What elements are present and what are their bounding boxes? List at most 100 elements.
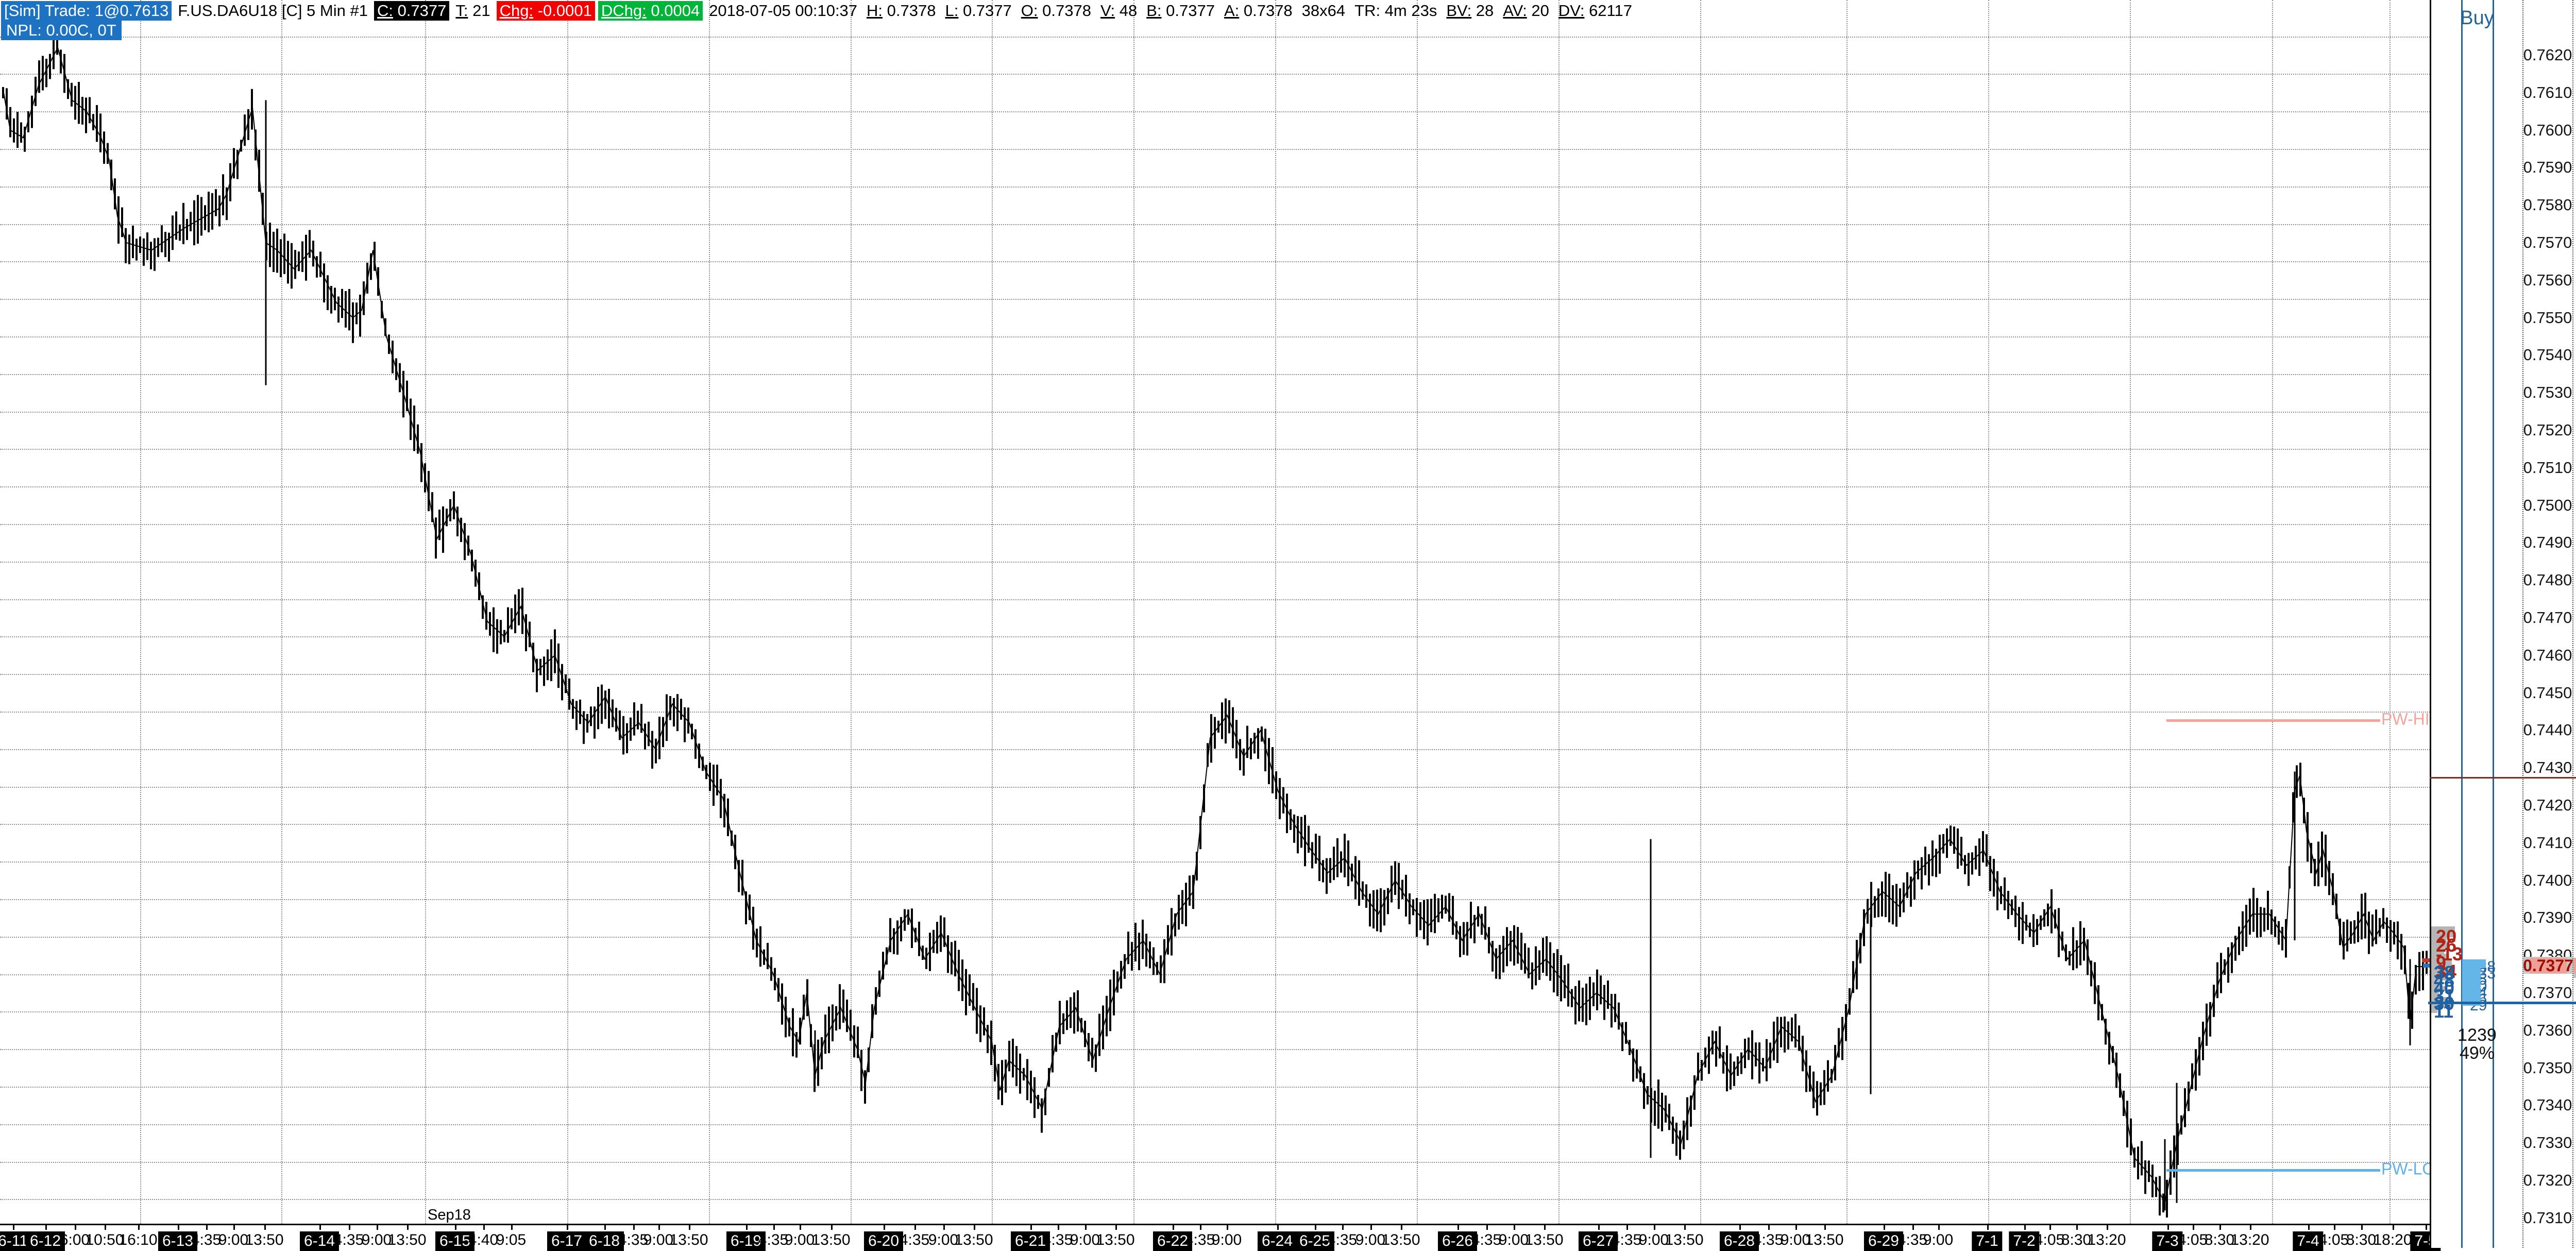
time-axis-label: 13:50 (669, 1231, 708, 1248)
volume-profile-bar (2431, 942, 2450, 948)
axis-tick (974, 1224, 975, 1230)
volume-profile-bar (2431, 1002, 2452, 1008)
time-axis-label: 13:20 (2087, 1231, 2126, 1248)
time-axis-label: 13:50 (1805, 1231, 1844, 1248)
horizontal-gridline (0, 149, 2576, 150)
axis-tick (13, 1224, 14, 1230)
time-axis-label: 4:35 (1611, 1231, 1642, 1248)
price-axis-label: 0.7430 (2523, 758, 2572, 777)
axis-tick (483, 1224, 485, 1230)
axis-tick (1626, 1224, 1628, 1230)
session-gridline (1700, 0, 1701, 1224)
axis-tick (178, 1224, 179, 1230)
red-alert-line[interactable] (2430, 777, 2576, 779)
recent-trade-volume-red: 9 (2436, 952, 2447, 973)
axis-tick (1342, 1224, 1344, 1230)
session-gridline (1275, 0, 1276, 1224)
axis-tick (1884, 1224, 1885, 1230)
horizontal-gridline (0, 749, 2576, 750)
horizontal-gridline (0, 1199, 2576, 1201)
axis-tick (1987, 1224, 1989, 1230)
time-axis-label: 4:35 (191, 1231, 222, 1248)
header-stat: A: 0.7378 (1224, 2, 1293, 20)
price-axis-label: 0.7560 (2523, 271, 2572, 289)
time-axis-label: 6-12 (25, 1231, 65, 1251)
axis-tick (1544, 1224, 1546, 1230)
horizontal-gridline (0, 674, 2576, 675)
recent-trade-volume-blue: 40 (2434, 977, 2455, 999)
axis-tick (633, 1224, 635, 1230)
header-stat: H: 0.7378 (867, 2, 936, 20)
volume-profile-bar (2431, 980, 2442, 986)
price-axis-label: 0.7540 (2523, 346, 2572, 364)
axis-tick (914, 1224, 916, 1230)
time-axis-label: 8:30 (2346, 1231, 2377, 1248)
buy-column-header[interactable]: Buy (2460, 7, 2494, 29)
horizontal-gridline (0, 936, 2576, 938)
time-axis-label: 9:00 (1211, 1231, 1242, 1248)
time-axis-label: 4:35 (1184, 1231, 1215, 1248)
time-axis-label: 9:00 (1498, 1231, 1529, 1248)
time-axis-label: 9:00 (784, 1231, 815, 1248)
axis-tick (1277, 1224, 1279, 1230)
axis-tick (1654, 1224, 1655, 1230)
pw-high-line[interactable] (2166, 719, 2380, 722)
time-axis-label: 4:05 (2177, 1231, 2208, 1248)
price-axis-label: 0.7500 (2523, 496, 2572, 514)
horizontal-gridline (0, 786, 2576, 788)
pw-low-line[interactable] (2166, 1169, 2380, 1172)
axis-tick (567, 1224, 568, 1230)
axis-tick (1227, 1224, 1228, 1230)
axis-tick (455, 1224, 456, 1230)
axis-tick (746, 1224, 748, 1230)
time-axis-label: 9:00 (218, 1231, 249, 1248)
horizontal-gridline (0, 336, 2576, 337)
session-gridline (1558, 0, 1560, 1224)
session-gridline (1417, 0, 1418, 1224)
current-price-label[interactable]: 0.7377 (2523, 956, 2573, 975)
horizontal-gridline (0, 974, 2576, 975)
volume-profile-bar (2431, 937, 2447, 943)
price-axis-label: 0.7480 (2523, 571, 2572, 589)
price-axis-label: 0.7580 (2523, 196, 2572, 214)
axis-tick (658, 1224, 660, 1230)
session-gridline (2389, 0, 2391, 1224)
time-axis-label: 9:00 (361, 1231, 392, 1248)
session-gridline (140, 0, 141, 1224)
axis-tick (2076, 1224, 2078, 1230)
price-axis-label: 0.7490 (2523, 533, 2572, 552)
price-axis-label: 0.7400 (2523, 871, 2572, 889)
time-axis-label: 9:00 (643, 1231, 674, 1248)
axis-tick (1514, 1224, 1515, 1230)
price-axis-label: 0.7510 (2523, 458, 2572, 477)
axis-tick (1486, 1224, 1488, 1230)
session-gridline (1133, 0, 1134, 1224)
price-chart-canvas[interactable] (0, 0, 2430, 1224)
time-axis-label: 13:50 (1381, 1231, 1420, 1248)
price-bars (2, 36, 2428, 1218)
horizontal-gridline (0, 1087, 2576, 1088)
volume-profile-bar (2431, 1007, 2437, 1013)
time-axis-label: 10:50 (85, 1231, 124, 1248)
axis-tick (319, 1224, 321, 1230)
time-axis-label: 9:00 (928, 1231, 959, 1248)
session-gridline (1846, 0, 1848, 1224)
axis-tick (1795, 1224, 1797, 1230)
bid-depth-box-step (2462, 959, 2486, 968)
price-axis-label: 0.7460 (2523, 646, 2572, 664)
time-axis-label: 6-14 (299, 1231, 340, 1251)
axis-tick (1200, 1224, 1201, 1230)
time-axis-label: 4:05 (2318, 1231, 2349, 1248)
volume-profile-bar (2431, 996, 2448, 1002)
axis-tick (1684, 1224, 1686, 1230)
blue-position-line[interactable] (2428, 1002, 2576, 1004)
axis-tick (1401, 1224, 1402, 1230)
axis-tick (1173, 1224, 1174, 1230)
time-axis-label: 6:00 (59, 1231, 90, 1248)
axis-tick (407, 1224, 409, 1230)
horizontal-gridline (0, 712, 2576, 713)
axis-tick (1938, 1224, 1940, 1230)
time-axis-label: 13:20 (2230, 1231, 2269, 1248)
chart-area[interactable] (0, 0, 2430, 1224)
bid-marker (2423, 963, 2431, 968)
